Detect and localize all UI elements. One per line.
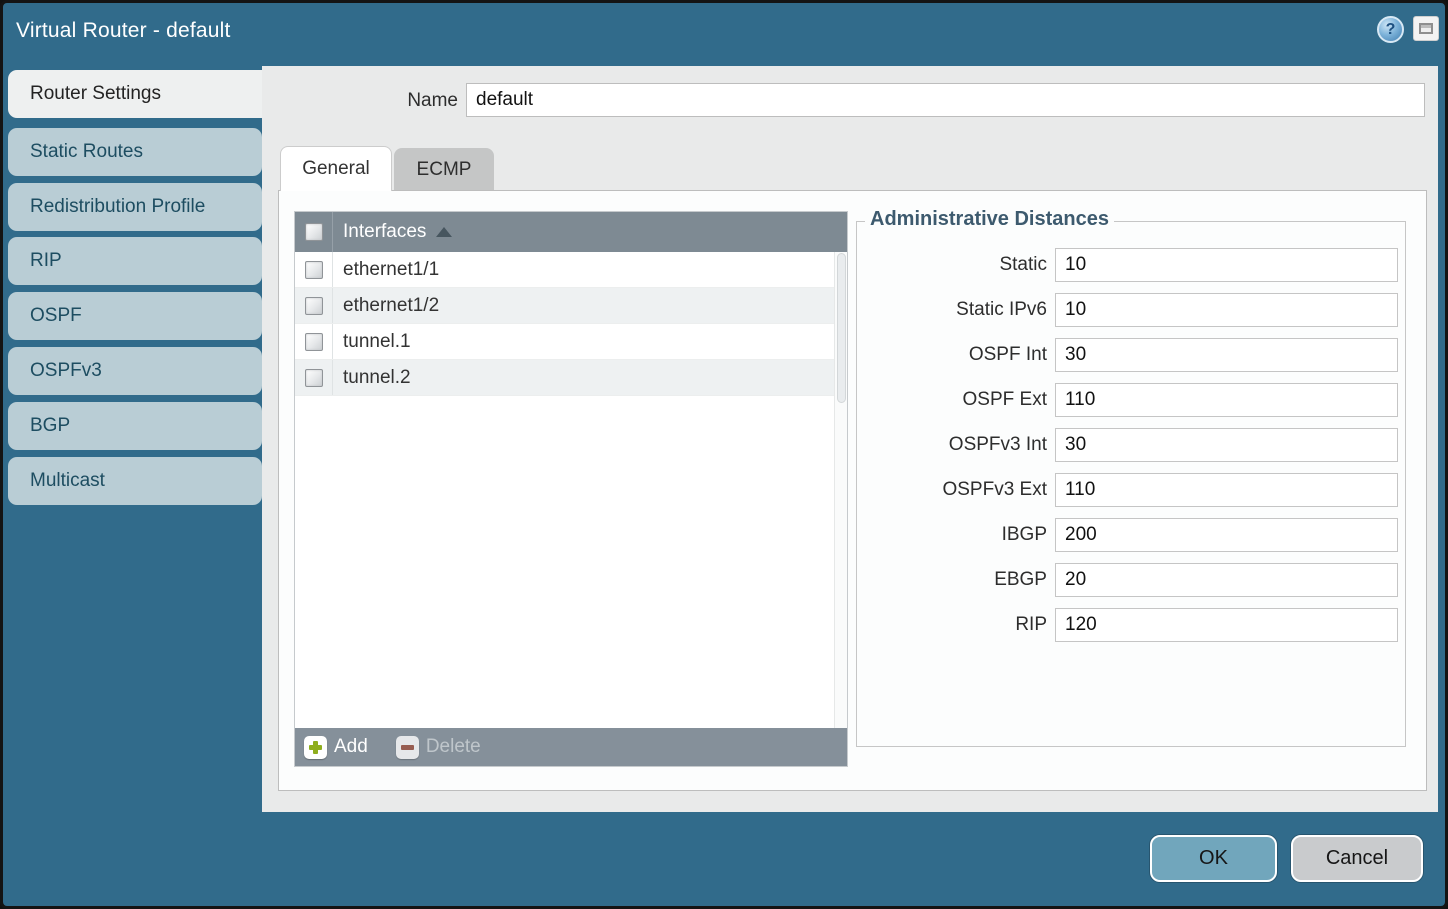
ibgp-distance-input[interactable] [1055, 518, 1398, 552]
field-label: OSPFv3 Ext [942, 479, 1047, 500]
row-checkbox[interactable] [304, 332, 323, 351]
field-row-rip: RIP [857, 608, 1405, 642]
sort-asc-icon [436, 227, 453, 237]
cancel-button-label: Cancel [1325, 847, 1389, 869]
ok-button[interactable]: OK [1150, 835, 1277, 882]
field-label: OSPF Int [968, 344, 1047, 365]
field-row-ebgp: EBGP [857, 563, 1405, 597]
field-row-static-ipv6: Static IPv6 [857, 293, 1405, 327]
field-label: Static [999, 254, 1047, 275]
sidebar-item-label: BGP [30, 415, 71, 436]
sidebar-item-redistribution-profile[interactable]: Redistribution Profile [8, 183, 262, 231]
field-label: OSPFv3 Int [948, 434, 1047, 455]
restore-window-glyph [1419, 23, 1433, 34]
field-label: Static IPv6 [956, 299, 1047, 320]
name-label: Name [407, 90, 458, 111]
static-distance-input[interactable] [1055, 248, 1398, 282]
sidebar-item-bgp[interactable]: BGP [8, 402, 262, 450]
row-checkbox[interactable] [304, 368, 323, 387]
table-row[interactable]: ethernet1/1 [295, 252, 847, 288]
ebgp-distance-input[interactable] [1055, 563, 1398, 597]
row-checkbox[interactable] [304, 296, 323, 315]
delete-button[interactable]: Delete [395, 735, 481, 759]
sidebar-item-ospf[interactable]: OSPF [8, 292, 262, 340]
ospf-ext-distance-input[interactable] [1055, 383, 1398, 417]
tab-general[interactable]: General [280, 146, 392, 191]
general-tab-panel: Interfaces ethernet1/1 ethernet1/2 tunne [278, 190, 1427, 791]
ospf-int-distance-input[interactable] [1055, 338, 1398, 372]
interface-name: ethernet1/2 [343, 294, 440, 316]
table-row[interactable]: tunnel.1 [295, 324, 847, 360]
content-area: Name General ECMP Interfaces ethernet1/1 [262, 66, 1438, 812]
sidebar-item-label: RIP [30, 250, 62, 271]
interfaces-column-header: Interfaces [343, 221, 427, 242]
field-label: RIP [1015, 614, 1047, 635]
sidebar-item-ospfv3[interactable]: OSPFv3 [8, 347, 262, 395]
title-bar: Virtual Router - default ? [3, 3, 1445, 66]
field-row-ibgp: IBGP [857, 518, 1405, 552]
administrative-distances-group: Administrative Distances Static Static I… [856, 208, 1406, 747]
tab-ecmp[interactable]: ECMP [394, 148, 494, 191]
row-checkbox-cell [295, 360, 333, 395]
add-button-label: Add [334, 736, 368, 757]
name-input[interactable] [466, 83, 1425, 117]
interface-name: tunnel.2 [343, 366, 411, 388]
field-row-ospf-int: OSPF Int [857, 338, 1405, 372]
field-label: IBGP [1001, 524, 1047, 545]
plus-icon [304, 735, 327, 759]
tab-label: ECMP [416, 158, 472, 180]
row-checkbox-cell [295, 324, 333, 359]
dialog-title: Virtual Router - default [16, 19, 231, 42]
table-row[interactable]: ethernet1/2 [295, 288, 847, 324]
sidebar-item-label: Router Settings [30, 83, 161, 104]
field-row-ospfv3-int: OSPFv3 Int [857, 428, 1405, 462]
sidebar-item-rip[interactable]: RIP [8, 237, 262, 285]
sidebar-item-label: Static Routes [30, 141, 143, 162]
sidebar-item-multicast[interactable]: Multicast [8, 457, 262, 505]
row-checkbox-cell [295, 288, 333, 323]
field-label: EBGP [994, 569, 1047, 590]
restore-window-icon[interactable] [1413, 16, 1439, 41]
ospfv3-int-distance-input[interactable] [1055, 428, 1398, 462]
field-label: OSPF Ext [962, 389, 1047, 410]
add-button[interactable]: Add [304, 735, 368, 759]
rip-distance-input[interactable] [1055, 608, 1398, 642]
minus-icon [395, 735, 419, 759]
field-row-static: Static [857, 248, 1405, 282]
interfaces-table-header[interactable]: Interfaces [295, 212, 847, 252]
table-row[interactable]: tunnel.2 [295, 360, 847, 396]
interfaces-table-body: ethernet1/1 ethernet1/2 tunnel.1 tunnel.… [295, 252, 847, 728]
sidebar-item-label: OSPF [30, 305, 82, 326]
static-ipv6-distance-input[interactable] [1055, 293, 1398, 327]
table-scrollbar[interactable] [834, 252, 847, 728]
sidebar-item-label: OSPFv3 [30, 360, 102, 381]
delete-button-label: Delete [425, 736, 481, 757]
row-checkbox-cell [295, 252, 333, 287]
interfaces-table-toolbar: Add Delete [295, 728, 847, 766]
tab-label: General [302, 158, 370, 179]
select-all-checkbox[interactable] [304, 223, 323, 241]
ok-button-label: OK [1199, 847, 1228, 869]
field-row-ospfv3-ext: OSPFv3 Ext [857, 473, 1405, 507]
field-row-ospf-ext: OSPF Ext [857, 383, 1405, 417]
header-checkbox-cell [295, 212, 333, 252]
sidebar-item-router-settings[interactable]: Router Settings [8, 70, 265, 118]
sidebar-item-label: Multicast [30, 470, 105, 491]
sidebar-item-label: Redistribution Profile [30, 196, 206, 217]
cancel-button[interactable]: Cancel [1291, 835, 1423, 882]
interface-name: tunnel.1 [343, 330, 411, 352]
scrollbar-thumb[interactable] [837, 253, 846, 403]
interface-name: ethernet1/1 [343, 258, 440, 280]
admin-distance-fields: Static Static IPv6 OSPF Int OSPF Ext [857, 248, 1405, 642]
group-legend: Administrative Distances [865, 208, 1114, 231]
help-icon[interactable]: ? [1377, 16, 1404, 43]
row-checkbox[interactable] [304, 260, 323, 279]
interfaces-table: Interfaces ethernet1/1 ethernet1/2 tunne [294, 211, 848, 767]
sidebar-item-static-routes[interactable]: Static Routes [8, 128, 262, 176]
ospfv3-ext-distance-input[interactable] [1055, 473, 1398, 507]
